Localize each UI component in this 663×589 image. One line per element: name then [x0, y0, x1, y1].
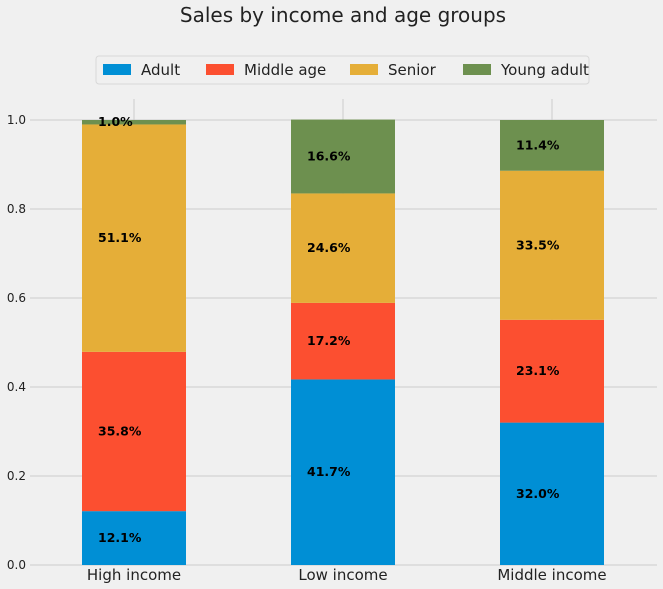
legend-swatch — [206, 64, 234, 75]
y-tick-label: 0.4 — [7, 380, 26, 394]
bar-segment — [500, 120, 604, 171]
data-label: 35.8% — [98, 424, 142, 439]
bars — [82, 119, 604, 565]
legend: Adult Middle age Senior Young adult — [95, 55, 590, 85]
y-tick-label: 0.8 — [7, 202, 26, 216]
legend-swatch — [350, 64, 378, 75]
data-label: 12.1% — [98, 530, 142, 545]
bar-segment — [82, 124, 186, 352]
legend-label: Senior — [388, 61, 437, 79]
x-tick-label: Middle income — [497, 566, 606, 584]
legend-frame — [95, 55, 590, 85]
y-tick-label: 0.6 — [7, 291, 26, 305]
y-tick-label: 0.0 — [7, 558, 26, 572]
bar-segment — [82, 511, 186, 565]
y-tick-label: 1.0 — [7, 113, 26, 127]
y-tick-label: 0.2 — [7, 469, 26, 483]
chart-title: Sales by income and age groups — [180, 3, 506, 27]
data-label: 51.1% — [98, 230, 142, 245]
data-label: 1.0% — [98, 114, 133, 129]
x-axis-ticks: High income Low income Middle income — [87, 566, 607, 584]
bar-segment — [291, 119, 395, 194]
data-label: 17.2% — [307, 333, 351, 348]
bar-segment — [500, 319, 604, 423]
legend-label: Middle age — [244, 61, 326, 79]
legend-swatch — [103, 64, 131, 75]
x-tick-label: Low income — [298, 566, 387, 584]
legend-swatch — [463, 64, 491, 75]
bar-segment — [82, 120, 186, 125]
data-label: 24.6% — [307, 240, 351, 255]
bar-segment — [500, 170, 604, 320]
x-tick-label: High income — [87, 566, 181, 584]
bar-segment — [291, 379, 395, 565]
data-label: 11.4% — [516, 137, 560, 152]
data-label: 16.6% — [307, 148, 351, 163]
data-label: 41.7% — [307, 464, 351, 479]
legend-label: Adult — [141, 61, 180, 79]
bar-segment — [291, 193, 395, 303]
data-label: 23.1% — [516, 363, 560, 378]
bar-segment — [500, 422, 604, 565]
bar-segment — [291, 302, 395, 380]
bar-segment — [82, 351, 186, 512]
data-labels: 12.1% 35.8% 51.1% 1.0% 41.7% 17.2% 24.6% 16.6% 3… — [98, 114, 560, 545]
data-label: 33.5% — [516, 237, 560, 252]
data-label: 32.0% — [516, 486, 560, 501]
y-axis-ticks: 0.0 0.2 0.4 0.6 0.8 1.0 — [7, 113, 26, 572]
legend-label: Young adult — [500, 61, 589, 79]
